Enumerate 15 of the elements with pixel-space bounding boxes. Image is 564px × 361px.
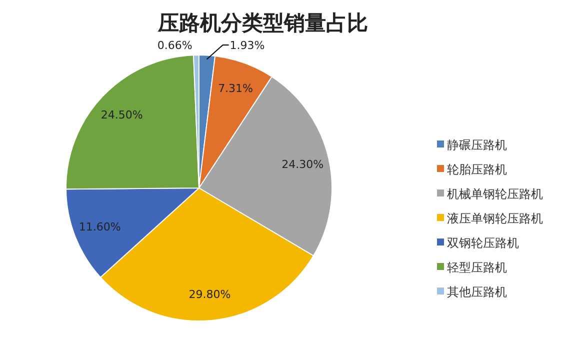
data-label: 7.31% (218, 82, 254, 96)
legend-label: 轻型压路机 (447, 260, 507, 274)
data-label: 29.80% (188, 288, 231, 301)
legend-label: 双钢轮压路机 (447, 236, 519, 250)
chart-title: 压路机分类型销量占比 (157, 10, 368, 35)
legend-label: 静碾压路机 (447, 138, 507, 152)
legend-label: 液压单钢轮压路机 (447, 212, 543, 226)
legend-label: 机械单钢轮压路机 (447, 187, 543, 201)
data-label: 24.30% (282, 158, 324, 171)
data-label: 11.60% (78, 220, 121, 234)
data-label: 24.50% (100, 108, 143, 122)
legend-label: 轮胎压路机 (447, 162, 507, 176)
data-label: 0.66% (157, 39, 192, 52)
legend-label: 其他压路机 (447, 285, 507, 299)
data-label: 1.93% (230, 39, 265, 52)
